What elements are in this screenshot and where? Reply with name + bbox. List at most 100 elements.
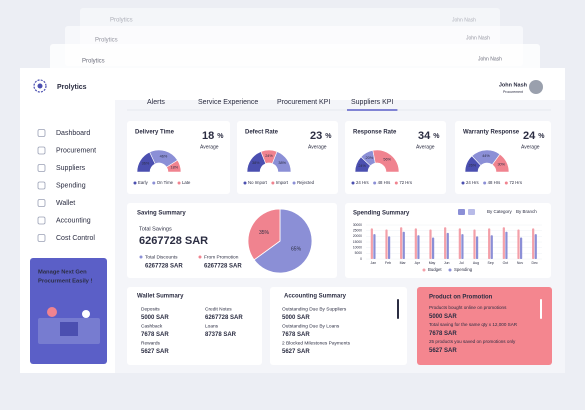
x-tick-label: Mar — [400, 261, 407, 265]
back-user-name: John Nash — [478, 56, 502, 62]
kpi-note: Average — [200, 144, 219, 150]
card — [127, 121, 230, 194]
bar — [532, 228, 535, 259]
x-tick-label: Jun — [444, 261, 450, 265]
pie-label: 65% — [291, 246, 302, 252]
x-tick-label: Apr — [415, 261, 421, 265]
x-tick-label: Dec — [532, 261, 538, 265]
bar — [476, 236, 479, 259]
logo — [37, 83, 43, 89]
nav-item[interactable]: Suppliers — [56, 165, 86, 172]
kpi-value: 18 — [202, 130, 214, 142]
back-brand: Prolytics — [82, 59, 105, 65]
legend-label: On Time — [157, 180, 174, 185]
value: 5000 SAR — [429, 314, 457, 320]
legend-label: 24 Hrs — [466, 180, 479, 185]
kpi-title: Delivery Time — [135, 130, 175, 136]
bar — [444, 227, 447, 259]
gauge-segment — [166, 159, 182, 173]
filter-toggle[interactable] — [458, 209, 465, 215]
label: Cashback — [141, 323, 163, 329]
gauge-label: 44% — [482, 154, 490, 158]
nav-item[interactable]: Wallet — [56, 200, 75, 207]
label: Total Discounts — [145, 254, 178, 260]
x-tick-label: Feb — [385, 261, 391, 265]
x-tick-label: Nov — [517, 261, 523, 265]
nav-item[interactable]: Spending — [56, 182, 86, 189]
filter[interactable]: By Category — [487, 209, 513, 214]
bar — [402, 231, 405, 259]
bar — [373, 234, 376, 259]
value: 87378 SAR — [205, 332, 237, 338]
value: 5000 SAR — [282, 315, 310, 321]
value: 6267728 SAR — [204, 264, 242, 270]
legend-dot — [504, 181, 508, 185]
tab[interactable]: Procurement KPI — [277, 99, 330, 106]
bar — [385, 229, 388, 259]
bar — [458, 228, 461, 259]
kpi-unit: % — [217, 133, 224, 140]
card-title: Spending Summary — [353, 211, 410, 217]
y-tick-label: 20000 — [353, 234, 362, 238]
nav-item[interactable]: Dashboard — [56, 130, 90, 137]
tab[interactable]: Service Experience — [198, 99, 258, 106]
legend-dot — [351, 181, 355, 185]
nav-item[interactable]: Procurement — [56, 147, 96, 154]
filter[interactable]: By Branch — [516, 209, 537, 214]
legend-label: 72 Hrs — [509, 180, 522, 185]
y-tick-label: 25000 — [353, 229, 362, 233]
value: 5627 SAR — [141, 349, 169, 355]
legend-label: 24 Hrs — [356, 180, 369, 185]
nav-item[interactable]: Cost Control — [56, 235, 95, 242]
filter-toggle[interactable] — [468, 209, 475, 215]
card — [345, 121, 446, 194]
back-brand: Prolytics — [110, 18, 133, 24]
card-title: Wallet Summary — [137, 294, 184, 300]
tab[interactable]: Alerts — [147, 99, 165, 106]
legend-dot — [133, 181, 137, 185]
kpi-value: 24 — [523, 130, 536, 142]
legend-dot — [461, 181, 465, 185]
label: Total saving for the same qty x 12,000 S… — [429, 322, 518, 327]
bar — [502, 227, 505, 259]
y-tick-label: 0 — [360, 257, 362, 261]
tab[interactable]: Suppliers KPI — [351, 99, 393, 106]
nav-icon — [37, 181, 46, 190]
nav-icon — [37, 216, 46, 225]
gauge-label: 46% — [160, 155, 168, 159]
kpi-value: 23 — [310, 130, 322, 142]
legend-label: Early — [138, 180, 149, 185]
gauge-label: 18% — [171, 166, 179, 170]
pie-slice — [247, 208, 281, 261]
scrollbar — [540, 299, 542, 319]
bar — [505, 231, 508, 259]
legend-label: Import — [276, 180, 289, 185]
total-value: 6267728 SAR — [139, 235, 208, 247]
legend-label: Spending — [454, 267, 473, 272]
card — [270, 287, 407, 365]
label: Products bought online on promotions — [429, 305, 507, 310]
card-title: Saving Summary — [137, 211, 186, 217]
nav-icon — [37, 129, 46, 137]
x-tick-label: Jan — [371, 261, 377, 265]
kpi-title: Response Rate — [353, 130, 397, 136]
legend-dot — [422, 268, 426, 272]
user-name: John Nash — [499, 82, 528, 88]
avatar[interactable] — [529, 80, 543, 94]
kpi-title: Defect Rate — [245, 130, 279, 136]
label: 2 Blocked Milestones Payments — [282, 340, 351, 346]
legend-dot — [373, 181, 377, 185]
label: Credit Notes — [205, 306, 232, 312]
y-tick-label: 5000 — [355, 251, 363, 255]
kpi-note: Average — [521, 144, 540, 150]
kpi-value: 34 — [418, 130, 431, 142]
gauge-label: 38% — [252, 161, 260, 165]
bar — [414, 228, 417, 259]
promo-text: Manage Next Gen — [38, 270, 87, 276]
back-brand: Prolytics — [95, 38, 118, 44]
legend-label: 48 Hrs — [378, 180, 391, 185]
nav-item[interactable]: Accounting — [56, 217, 91, 224]
legend-dot — [483, 181, 487, 185]
card-title: Accounting Summary — [284, 294, 347, 300]
